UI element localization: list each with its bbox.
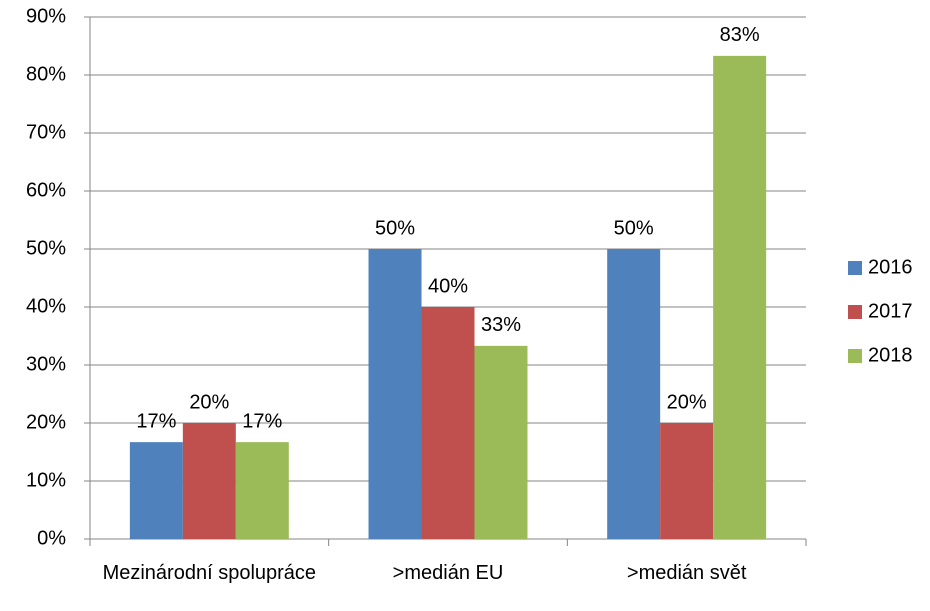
y-tick-label: 0% <box>37 527 66 549</box>
bar <box>129 442 183 539</box>
data-label: 50% <box>614 217 654 239</box>
y-tick-label: 40% <box>26 295 66 317</box>
y-tick-label: 50% <box>26 237 66 259</box>
y-tick-label: 80% <box>26 63 66 85</box>
bar <box>182 423 236 539</box>
legend-label: 2018 <box>868 344 913 366</box>
legend-swatch <box>848 305 862 319</box>
data-label: 20% <box>667 391 707 413</box>
x-tick-label: >medián EU <box>392 562 504 584</box>
y-tick-label: 10% <box>26 469 66 491</box>
bar <box>474 345 528 539</box>
bar <box>368 249 422 539</box>
legend-swatch <box>848 261 862 275</box>
bar <box>421 307 475 539</box>
legend-label: 2016 <box>868 256 913 278</box>
y-tick-label: 20% <box>26 411 66 433</box>
y-tick-label: 70% <box>26 121 66 143</box>
bar <box>660 423 714 539</box>
legend-swatch <box>848 349 862 363</box>
data-label: 50% <box>375 217 415 239</box>
y-tick-label: 90% <box>26 5 66 27</box>
data-label: 20% <box>189 391 229 413</box>
x-tick-label: >medián svět <box>626 562 747 584</box>
data-label: 17% <box>242 410 282 432</box>
data-label: 40% <box>428 275 468 297</box>
bar <box>235 442 289 539</box>
data-label: 17% <box>136 410 176 432</box>
y-tick-label: 30% <box>26 353 66 375</box>
bar <box>607 249 661 539</box>
y-tick-label: 60% <box>26 179 66 201</box>
x-tick-label: Mezinárodní spolupráce <box>102 562 317 584</box>
data-label: 83% <box>720 24 760 46</box>
bar <box>713 55 767 540</box>
legend-label: 2017 <box>868 300 913 322</box>
data-label: 33% <box>481 314 521 336</box>
